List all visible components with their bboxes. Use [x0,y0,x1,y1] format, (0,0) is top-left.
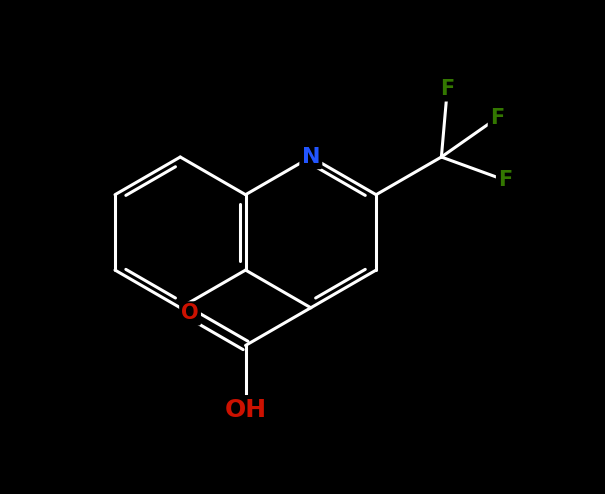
Text: F: F [490,108,504,128]
Text: OH: OH [224,398,267,421]
Text: N: N [301,147,320,167]
Text: F: F [498,170,512,190]
Text: O: O [182,303,199,324]
Text: F: F [440,80,454,99]
